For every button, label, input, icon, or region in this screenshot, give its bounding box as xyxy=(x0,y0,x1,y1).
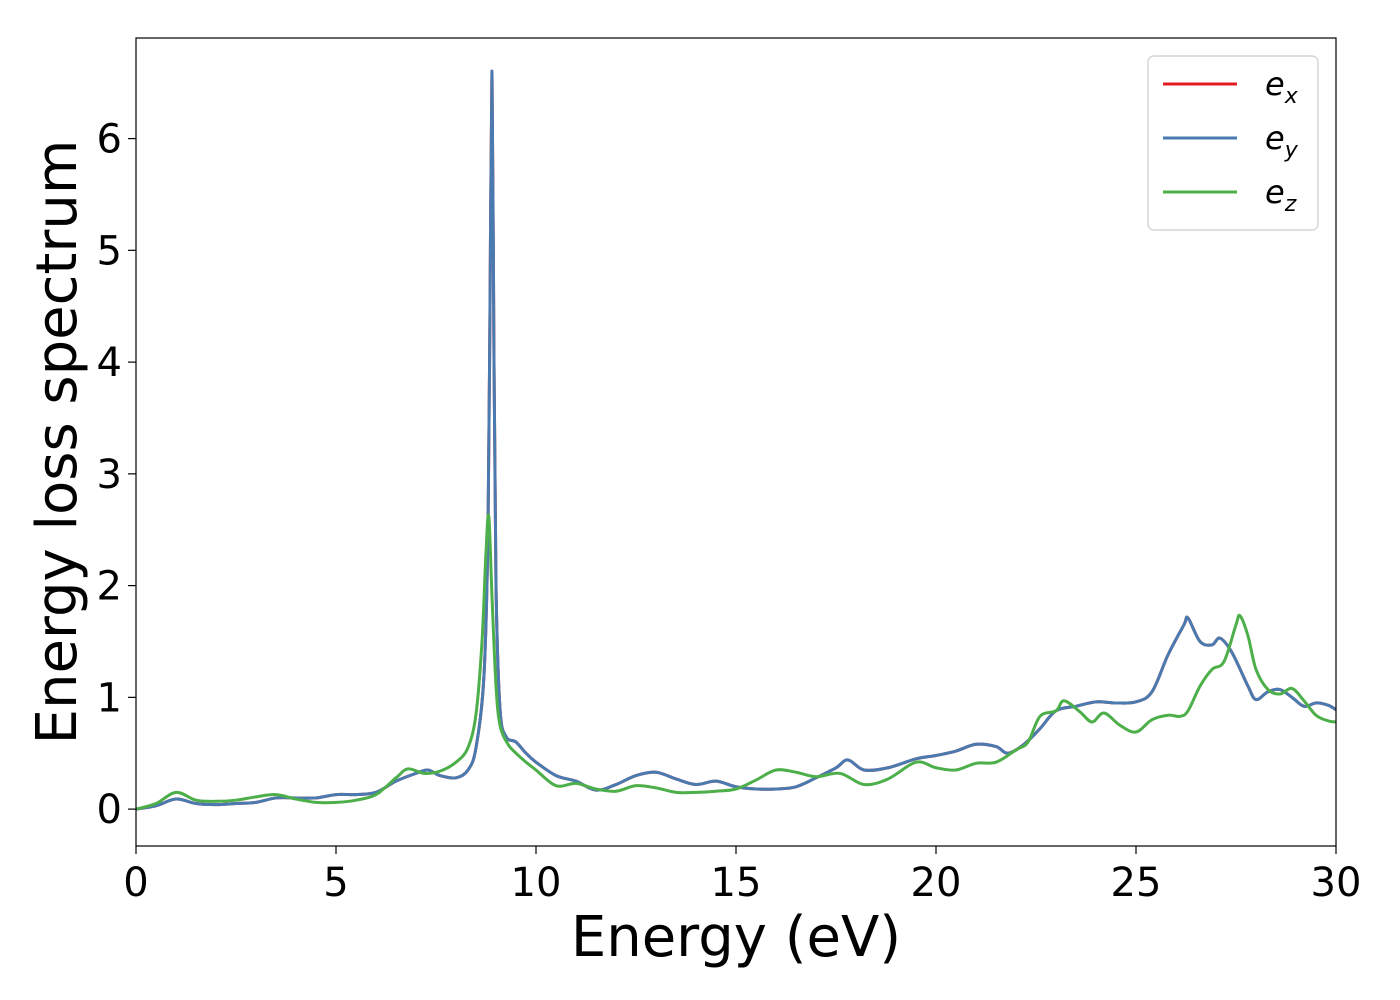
legend-label-subscript: y xyxy=(1284,138,1299,163)
x-tick-label: 30 xyxy=(1311,860,1362,906)
y-axis: 0 1 2 3 4 5 6 xyxy=(97,117,136,833)
series-line-ey xyxy=(136,70,1336,811)
legend-label-base: e xyxy=(1265,119,1285,157)
y-tick-label: 6 xyxy=(97,117,122,163)
legend-label-base: e xyxy=(1265,65,1285,103)
x-tick-label: 0 xyxy=(123,860,148,906)
y-tick-label: 2 xyxy=(97,564,122,610)
y-tick-label: 3 xyxy=(97,452,122,498)
x-tick-label: 10 xyxy=(511,860,562,906)
y-tick-label: 4 xyxy=(97,340,122,386)
legend-label: ey xyxy=(1265,119,1299,163)
legend-box xyxy=(1147,55,1319,231)
x-axis: 0 5 10 15 20 25 30 xyxy=(123,846,1361,906)
legend-label-base: e xyxy=(1265,173,1285,211)
x-tick-label: 15 xyxy=(711,860,762,906)
x-tick-label: 20 xyxy=(911,860,962,906)
y-tick-label: 5 xyxy=(97,228,122,274)
series-line-ez xyxy=(136,513,1336,811)
legend-label-subscript: z xyxy=(1284,192,1297,217)
legend-label-subscript: x xyxy=(1284,84,1299,109)
y-axis-label: Energy loss spectrum xyxy=(25,140,90,745)
y-tick-label: 0 xyxy=(97,787,122,833)
legend-label: ex xyxy=(1265,65,1299,109)
x-tick-label: 5 xyxy=(323,860,348,906)
series-layer xyxy=(136,70,1336,811)
x-axis-label: Energy (eV) xyxy=(571,905,901,970)
y-tick-label: 1 xyxy=(97,675,122,721)
x-tick-label: 25 xyxy=(1111,860,1162,906)
legend-label: ez xyxy=(1265,173,1297,217)
